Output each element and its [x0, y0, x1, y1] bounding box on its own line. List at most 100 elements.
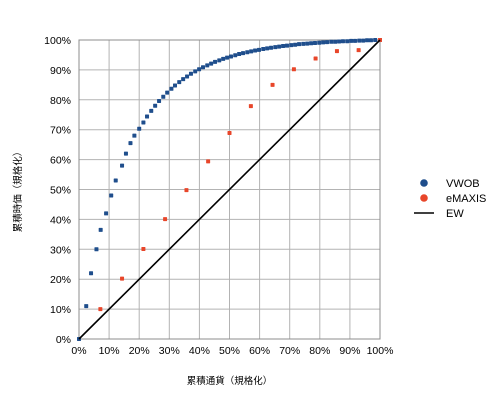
vwob-point — [98, 227, 103, 232]
emaxis-point — [291, 67, 296, 72]
x-axis-title: 累積通貨（規格化） — [187, 375, 273, 387]
vwob-point — [197, 67, 202, 72]
vwob-point — [229, 54, 234, 59]
y-tick-label: 50% — [50, 185, 71, 197]
vwob-point — [113, 178, 118, 183]
vwob-point — [281, 43, 286, 48]
emaxis-point — [120, 276, 125, 281]
emaxis-point — [98, 307, 103, 312]
vwob-point — [94, 247, 99, 252]
vwob-point — [312, 40, 317, 45]
ew-line — [78, 39, 381, 340]
vwob-point — [177, 80, 182, 85]
vwob-point — [309, 41, 314, 46]
y-tick-label: 90% — [50, 65, 71, 77]
vwob-point — [245, 50, 250, 55]
x-tick-label: 90% — [339, 345, 360, 357]
y-tick-label: 40% — [50, 214, 71, 226]
legend-label: eMAXIS — [446, 193, 486, 205]
vwob-point — [201, 65, 206, 70]
vwob-point — [120, 163, 125, 168]
emaxis-point — [313, 56, 318, 61]
vwob-point — [221, 56, 226, 61]
y-tick-label: 10% — [50, 304, 71, 316]
vwob-point — [145, 114, 150, 119]
vwob-point — [109, 193, 114, 198]
legend: VWOB eMAXIS EW — [414, 178, 486, 220]
vwob-point — [261, 46, 266, 51]
vwob-point — [217, 58, 222, 63]
vwob-point — [188, 71, 193, 76]
grid — [78, 39, 381, 340]
emaxis-point — [356, 48, 361, 53]
vwob-point — [373, 38, 378, 42]
vwob-point — [365, 38, 370, 43]
vwob-point — [137, 126, 142, 131]
vwob-point — [225, 55, 230, 60]
vwob-point — [213, 59, 218, 64]
vwob-point — [368, 38, 373, 43]
vwob-point — [305, 41, 310, 46]
vwob-point — [353, 38, 358, 43]
tick-labels: 0% 10% 20% 30% 40% 50% 60% 70% 80% 90% 100% 0% 10% 20… — [44, 35, 393, 357]
y-axis-title: 累積時価（規格化） — [12, 147, 24, 233]
vwob-point — [265, 46, 270, 51]
x-tick-label: 40% — [189, 345, 210, 357]
y-tick-label: 60% — [50, 155, 71, 167]
vwob-point — [104, 211, 109, 216]
vwob-point — [333, 39, 338, 44]
x-tick-label: 30% — [159, 345, 180, 357]
vwob-point — [241, 51, 246, 56]
emaxis-point — [163, 217, 168, 222]
legend-label: VWOB — [446, 178, 480, 190]
emaxis-point — [206, 159, 211, 164]
vwob-point — [273, 45, 278, 50]
vwob-point — [205, 63, 210, 68]
emaxis-point — [227, 130, 232, 135]
emaxis-point — [141, 247, 146, 252]
vwob-point — [169, 86, 174, 91]
vwob-point — [89, 271, 94, 276]
vwob-point — [233, 53, 238, 58]
vwob-point — [357, 38, 362, 43]
emaxis-point — [184, 188, 189, 193]
vwob-point — [277, 44, 282, 49]
x-tick-label: 50% — [219, 345, 240, 357]
x-tick-label: 100% — [367, 345, 394, 357]
vwob-point — [289, 43, 294, 48]
emaxis-point — [334, 49, 339, 54]
vwob-point — [237, 52, 242, 57]
vwob-point — [301, 41, 306, 46]
vwob-point — [84, 304, 89, 309]
vwob-point — [157, 98, 162, 103]
plot-frame — [78, 39, 381, 340]
y-tick-label: 70% — [50, 125, 71, 137]
vwob-point — [181, 77, 186, 82]
vwob-point — [153, 103, 158, 108]
emaxis-point — [248, 104, 253, 109]
vwob-point — [337, 39, 342, 44]
vwob-point — [141, 120, 146, 125]
legend-label: EW — [446, 208, 464, 220]
vwob-point — [349, 38, 354, 43]
vwob-point — [317, 40, 322, 45]
y-tick-label: 30% — [50, 244, 71, 256]
vwob-point — [284, 43, 289, 48]
vwob-point — [185, 74, 190, 79]
emaxis-point — [270, 82, 275, 87]
vwob-point — [297, 42, 302, 47]
vwob-point — [321, 40, 326, 45]
vwob-point — [340, 39, 345, 44]
y-tick-label: 0% — [56, 334, 71, 346]
vwob-point — [132, 133, 137, 138]
vwob-point — [123, 151, 128, 156]
vwob-point — [253, 48, 258, 53]
vwob-point — [165, 90, 170, 95]
vwob-point — [256, 47, 261, 52]
vwob-point — [293, 42, 298, 47]
legend-emaxis-marker — [420, 194, 428, 202]
vwob-point — [325, 40, 330, 45]
legend-vwob-marker — [420, 179, 428, 187]
